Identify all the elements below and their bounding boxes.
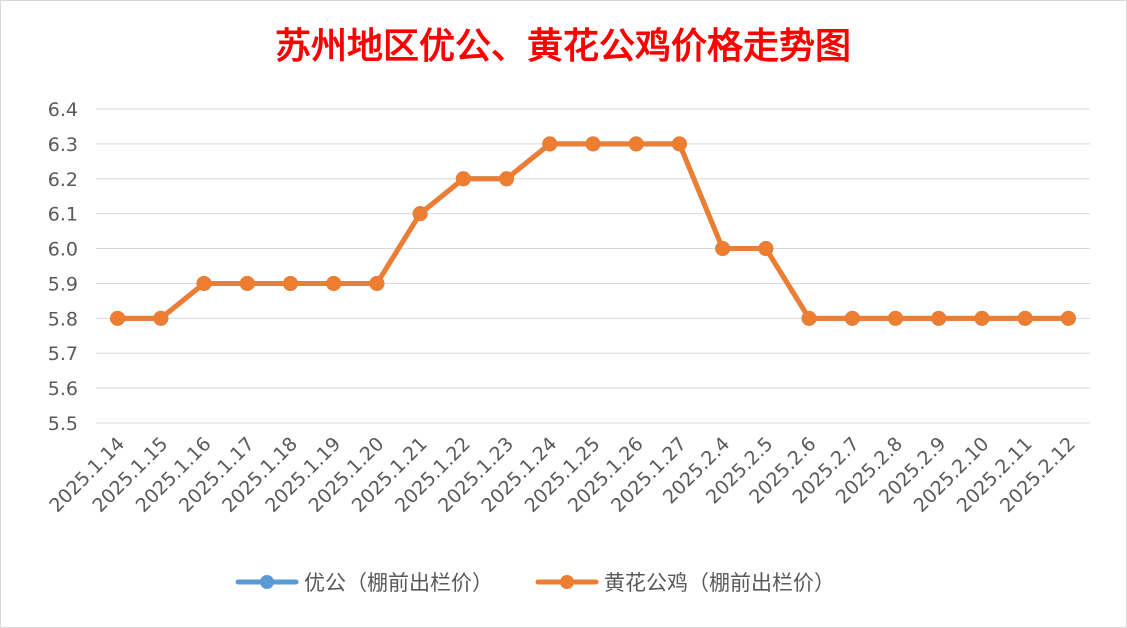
chart-title: 苏州地区优公、黄花公鸡价格走势图 xyxy=(275,25,851,67)
legend-marker xyxy=(260,575,274,589)
y-tick-label: 5.7 xyxy=(48,343,78,365)
legend-marker xyxy=(560,575,574,589)
data-point xyxy=(974,310,990,326)
data-point xyxy=(196,275,212,291)
data-point xyxy=(455,171,471,187)
data-point xyxy=(326,275,342,291)
data-point xyxy=(499,171,515,187)
data-point xyxy=(542,136,558,152)
data-point xyxy=(844,310,860,326)
data-point xyxy=(110,310,126,326)
series-0 xyxy=(110,136,1076,326)
gridlines xyxy=(96,108,1090,424)
legend-label: 优公（棚前出栏价） xyxy=(304,571,493,595)
data-point xyxy=(1060,310,1076,326)
y-tick-label: 6.2 xyxy=(48,169,78,191)
data-point xyxy=(153,310,169,326)
data-point xyxy=(758,241,774,257)
y-tick-label: 6.0 xyxy=(48,239,78,261)
y-tick-label: 5.6 xyxy=(48,378,78,400)
data-point xyxy=(715,241,731,257)
data-point xyxy=(412,206,428,222)
y-tick-label: 5.8 xyxy=(48,308,78,330)
y-tick-label: 6.1 xyxy=(48,204,78,226)
data-point xyxy=(931,310,947,326)
legend-item: 优公（棚前出栏价） xyxy=(235,571,493,595)
y-tick-label: 5.5 xyxy=(48,413,78,435)
data-point xyxy=(282,275,298,291)
data-point xyxy=(1017,310,1033,326)
series-line xyxy=(115,141,1071,321)
series-line xyxy=(115,141,1071,321)
data-point xyxy=(369,275,385,291)
data-point xyxy=(239,275,255,291)
legend-label: 黄花公鸡（棚前出栏价） xyxy=(604,571,835,595)
y-tick-label: 6.4 xyxy=(48,99,78,121)
data-point xyxy=(888,310,904,326)
data-point xyxy=(671,136,687,152)
series-1 xyxy=(110,136,1076,326)
data-point xyxy=(585,136,601,152)
data-point xyxy=(628,136,644,152)
y-tick-label: 6.3 xyxy=(48,134,78,156)
legend-item: 黄花公鸡（棚前出栏价） xyxy=(535,571,835,595)
y-tick-label: 5.9 xyxy=(48,273,78,295)
data-point xyxy=(801,310,817,326)
